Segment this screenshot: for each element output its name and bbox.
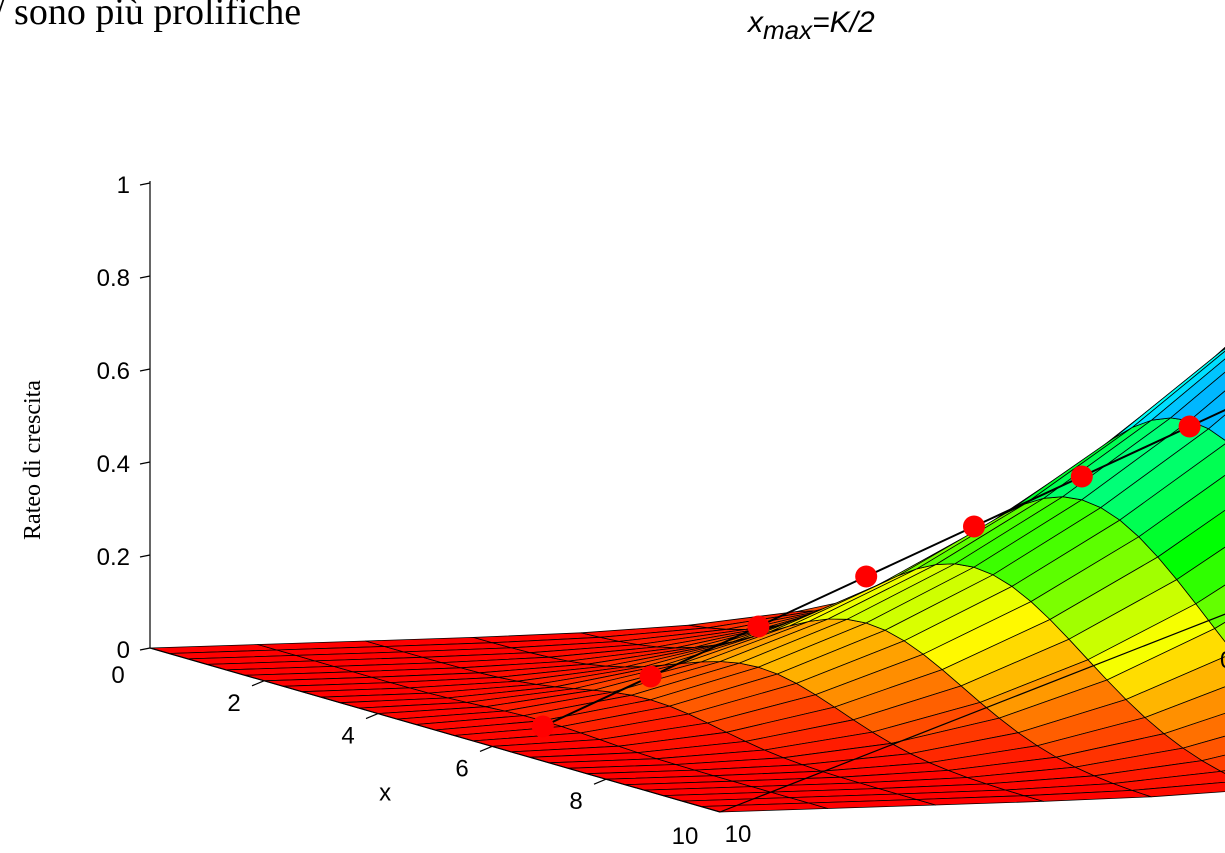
n-tick-label: 10 [725, 821, 752, 848]
surface-patch [1112, 771, 1225, 791]
z-tick [139, 368, 151, 372]
z-tick [139, 461, 151, 465]
x-tick-label: 4 [341, 723, 354, 750]
z-axis-label: Rateo di crescita [20, 380, 46, 540]
z-tick-label: 1 [117, 172, 130, 199]
x-tick [365, 713, 379, 720]
z-tick-label: 0.2 [97, 544, 130, 571]
maxima-ridge [531, 408, 1225, 738]
x-tick-label: 6 [455, 755, 468, 782]
surface-patch [1189, 390, 1225, 430]
surface-patch [1132, 350, 1225, 428]
surface-mesh [149, 346, 1225, 813]
maxima-point [855, 565, 878, 588]
surface-patch [1138, 474, 1225, 558]
surface-patch [1220, 770, 1225, 774]
x-tick-label: 2 [227, 690, 240, 717]
x-tick [251, 680, 265, 687]
maxima-point [1070, 465, 1093, 488]
z-tick-label: 0.8 [97, 265, 130, 292]
maxima-point [747, 615, 770, 638]
z-tick [139, 275, 151, 279]
maxima-point [531, 715, 554, 738]
x-tick-label: 8 [569, 788, 582, 815]
x-tick-label: 0 [111, 662, 124, 689]
surface-patch [1106, 628, 1225, 700]
surface-patch [1119, 443, 1225, 538]
x-axis-line [149, 647, 721, 813]
annotation-rest: =K/2 [812, 6, 875, 39]
axes: 00.20.40.60.8102468101050xnRateo di cres… [20, 172, 1225, 850]
surface-patch [1214, 621, 1225, 643]
surface-patch [1100, 428, 1225, 521]
x-tick-label: 10 [672, 823, 699, 850]
surface-patch [1144, 686, 1225, 735]
maxima-point [1178, 415, 1201, 438]
slide-heading: / sono più prolifiche [0, 0, 302, 33]
surface-patch [1163, 712, 1225, 749]
surface-patch [1202, 346, 1225, 369]
z-tick [139, 554, 151, 558]
surface-patch [1113, 348, 1225, 439]
x-axis-label: x [379, 780, 391, 807]
maxima-line [542, 408, 1225, 728]
x-tick [479, 745, 493, 752]
xmax-annotation: xmax=K/2 [748, 6, 875, 46]
surface-patch [1182, 735, 1225, 761]
surface-patch [1201, 754, 1225, 772]
annotation-base: x [748, 6, 763, 39]
z-tick [139, 182, 151, 186]
z-tick [139, 647, 151, 651]
z-tick-label: 0.4 [97, 451, 130, 478]
surface-patch [1208, 414, 1225, 441]
x-tick [593, 778, 607, 785]
annotation-subscript: max [763, 15, 813, 45]
z-tick-label: 0.6 [97, 358, 130, 385]
surface-patch [1221, 347, 1225, 352]
surface-patch [1176, 546, 1225, 605]
maxima-point [639, 665, 662, 688]
n-axis-line [719, 613, 1225, 813]
maxima-point [963, 515, 985, 538]
surface-patch [1131, 781, 1225, 798]
z-tick-label: 0 [117, 637, 130, 664]
surface-patch [1157, 509, 1225, 580]
surface-patch [1125, 656, 1225, 718]
surface-patch [1151, 358, 1225, 421]
n-tick-label: 0 [1220, 647, 1225, 674]
